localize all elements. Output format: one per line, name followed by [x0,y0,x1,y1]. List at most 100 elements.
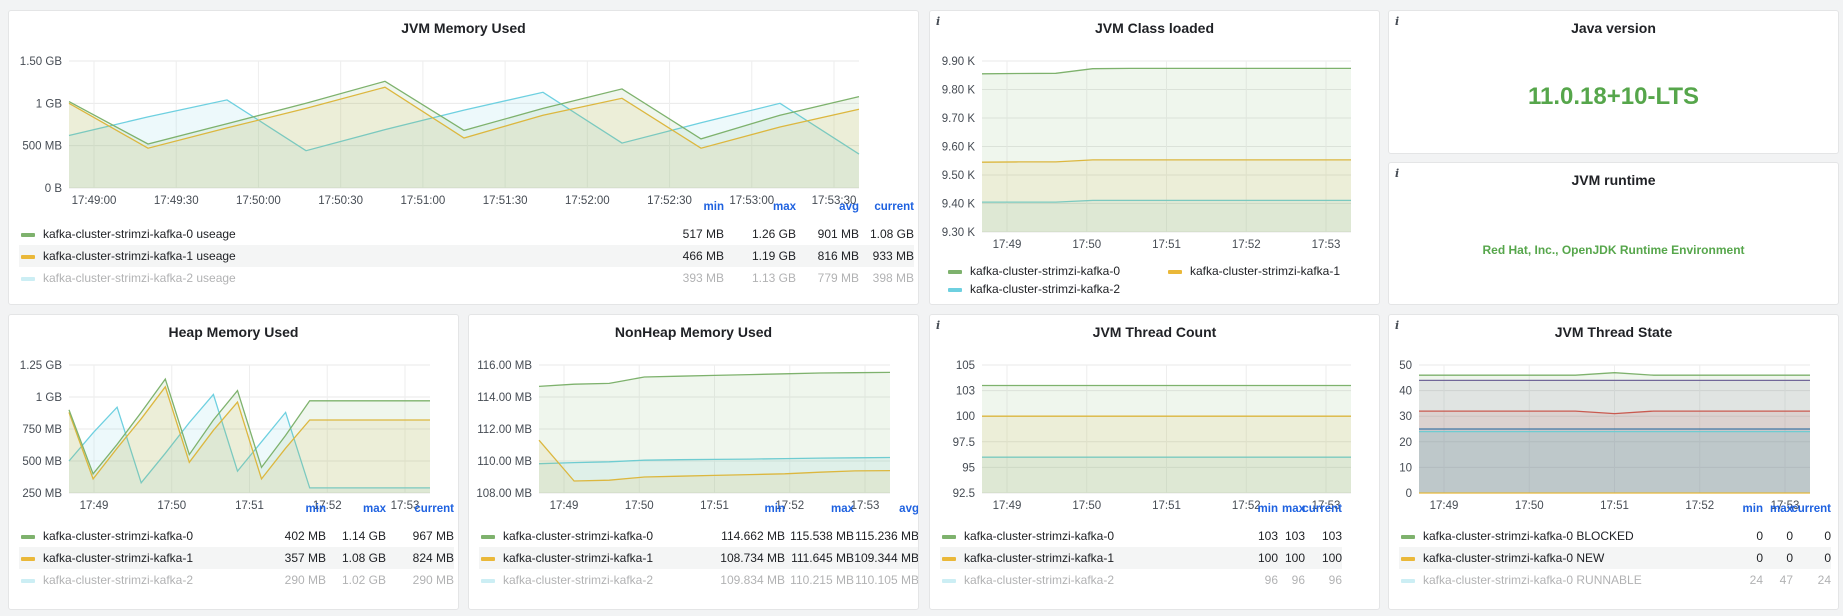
legend-header-avg[interactable]: avg [839,201,859,213]
chart-jvm-thread-state: 0 10 20 30 40 50 17:49 17:50 17:51 17:52 17:53 [1399,360,1810,512]
series-line[interactable] [68,80,860,145]
panel-title[interactable]: NonHeap Memory Used [614,324,773,340]
legend-header-min[interactable]: min [1257,503,1278,515]
legend-row[interactable]: kafka-cluster-strimzi-kafka-1 357 MB 1.08 … [19,547,454,569]
legend-header-min[interactable]: min [305,503,326,515]
legend-header-min[interactable]: min [703,201,724,213]
legend-header-current[interactable]: current [1302,503,1342,515]
legend-header-max[interactable]: max [1769,503,1793,515]
y-tick-label: 110.00 MB [477,456,532,468]
info-icon[interactable]: i [1395,15,1400,28]
y-tick-label: 750 MB [22,424,62,436]
legend-series-name: kafka-cluster-strimzi-kafka-2 [43,573,194,587]
legend-header-max[interactable]: max [362,503,386,515]
series-line[interactable] [68,385,430,481]
legend-header-max[interactable]: max [772,201,796,213]
legend-swatch [1401,557,1415,561]
legend-value: 1.08 GB [869,227,914,241]
info-icon[interactable]: i [1395,319,1400,332]
legend-row[interactable]: kafka-cluster-strimzi-kafka-0 103 103 103 [940,525,1342,547]
series-line[interactable] [68,377,430,476]
panel-jvm-runtime[interactable]: i JVM runtime Red Hat, Inc., OpenJDK Run… [1388,162,1839,305]
legend-header-max[interactable]: max [1281,503,1305,515]
y-tick-label: 9.60 K [942,142,976,154]
panel-title[interactable]: Heap Memory Used [168,324,299,340]
legend-header-current[interactable]: current [874,201,914,213]
panel-title[interactable]: JVM Class loaded [1094,20,1215,36]
series-line[interactable] [981,67,1351,75]
series-line[interactable] [538,439,891,482]
legend-row[interactable]: kafka-cluster-strimzi-kafka-1 108.734 MB 1… [479,547,918,569]
panel-title[interactable]: JVM runtime [1571,172,1656,188]
legend-row[interactable]: kafka-cluster-strimzi-kafka-2 96 96 96 [940,569,1342,591]
legend-item[interactable]: kafka-cluster-strimzi-kafka-0 [948,264,1120,278]
legend-item[interactable]: kafka-cluster-strimzi-kafka-1 [1168,264,1340,278]
legend-header-min[interactable]: min [764,503,785,515]
legend-header-current[interactable]: current [1791,503,1831,515]
panel-jvm-thread-count[interactable]: i JVM Thread Count 92.5 95 97.5 100 103 105 17… [929,314,1380,610]
panel-jvm-memory-used[interactable]: JVM Memory Used 0 B 500 MB 1 GB 1.50 GB 17:4… [8,10,919,305]
series-line[interactable] [1419,410,1810,415]
legend-row[interactable]: kafka-cluster-strimzi-kafka-2 109.834 MB 1… [479,569,918,591]
legend-header-max[interactable]: max [830,503,854,515]
x-tick-label: 17:49 [1430,500,1459,512]
y-tick-label: 9.90 K [942,56,976,68]
legend-row[interactable]: kafka-cluster-strimzi-kafka-0 BLOCKED 0 0 0 [1399,525,1831,547]
legend-swatch [21,277,35,281]
x-tick-label: 17:49 [993,500,1022,512]
legend-row[interactable]: kafka-cluster-strimzi-kafka-1 useage 466 … [19,245,914,267]
panel-title[interactable]: JVM Thread State [1554,324,1673,340]
x-tick-label: 17:53 [1771,500,1800,512]
series-line[interactable] [981,159,1351,163]
legend-series-name: kafka-cluster-strimzi-kafka-0 useage [43,227,236,241]
x-tick-label: 17:52 [313,500,342,512]
legend-header-current[interactable]: current [414,503,454,515]
panel-java-version[interactable]: i Java version 11.0.18+10-LTS [1388,10,1839,154]
info-icon[interactable]: i [936,319,941,332]
legend-header-min[interactable]: min [1742,503,1763,515]
legend-value: 109.834 MB [720,573,785,587]
legend-row[interactable]: kafka-cluster-strimzi-kafka-1 100 100 100 [940,547,1342,569]
panel-jvm-class-loaded[interactable]: i JVM Class loaded 9.30 K 9.40 K 9.50 K 9.6… [929,10,1380,305]
legend-value: 1.13 GB [751,271,796,285]
series-line[interactable] [982,199,1351,203]
panel-jvm-thread-state[interactable]: i JVM Thread State 0 10 20 30 40 50 17:49 17:50… [1388,314,1839,610]
legend-label: kafka-cluster-strimzi-kafka-0 [970,264,1121,278]
legend-row[interactable]: kafka-cluster-strimzi-kafka-0 114.662 MB 1… [479,525,918,547]
legend-value: 100 [1321,551,1342,565]
series-line[interactable] [68,91,860,155]
panel-nonheap-memory-used[interactable]: NonHeap Memory Used 108.00 MB 110.00 MB 11… [468,314,919,610]
x-tick-label: 17:53 [1312,500,1341,512]
legend-row[interactable]: kafka-cluster-strimzi-kafka-0 NEW 0 0 0 [1399,547,1831,569]
series-line[interactable] [68,393,430,489]
legend-header-avg[interactable]: avg [899,503,919,515]
info-icon[interactable]: i [1395,167,1400,180]
legend-row[interactable]: kafka-cluster-strimzi-kafka-0 RUNNABLE 24… [1399,569,1831,591]
series-line[interactable] [538,371,891,388]
x-tick-label: 17:50:00 [236,195,281,207]
legend-row[interactable]: kafka-cluster-strimzi-kafka-2 useage 393 … [19,267,914,289]
info-icon[interactable]: i [936,15,941,28]
legend-series-name: kafka-cluster-strimzi-kafka-0 [43,529,194,543]
legend-row[interactable]: kafka-cluster-strimzi-kafka-0 402 MB 1.14 … [19,525,454,547]
series-line[interactable] [538,456,891,465]
legend-series-name: kafka-cluster-strimzi-kafka-2 [503,573,654,587]
chart-jvm-class-loaded: 9.30 K 9.40 K 9.50 K 9.60 K 9.70 K 9.80 K 9.90… [942,56,1351,251]
panel-title[interactable]: JVM Memory Used [401,20,526,36]
legend-value: 0 [1824,551,1831,565]
legend-row[interactable]: kafka-cluster-strimzi-kafka-2 290 MB 1.02 … [19,569,454,591]
legend-item[interactable]: kafka-cluster-strimzi-kafka-2 [948,282,1120,296]
x-tick-label: 17:52 [1232,500,1261,512]
y-tick-label: 500 MB [22,141,62,153]
series-area [69,81,859,188]
legend-row[interactable]: kafka-cluster-strimzi-kafka-0 useage 517 … [19,223,914,245]
series-line[interactable] [68,86,860,149]
legend-series-name: kafka-cluster-strimzi-kafka-0 NEW [1423,551,1605,565]
series-area [1419,372,1810,493]
series-area [69,386,430,493]
legend-swatch [942,535,956,539]
panel-title[interactable]: JVM Thread Count [1092,324,1217,340]
panel-title[interactable]: Java version [1571,20,1656,36]
series-line[interactable] [1419,372,1810,376]
panel-heap-memory-used[interactable]: Heap Memory Used 250 MB 500 MB 750 MB 1 GB 1… [8,314,459,610]
